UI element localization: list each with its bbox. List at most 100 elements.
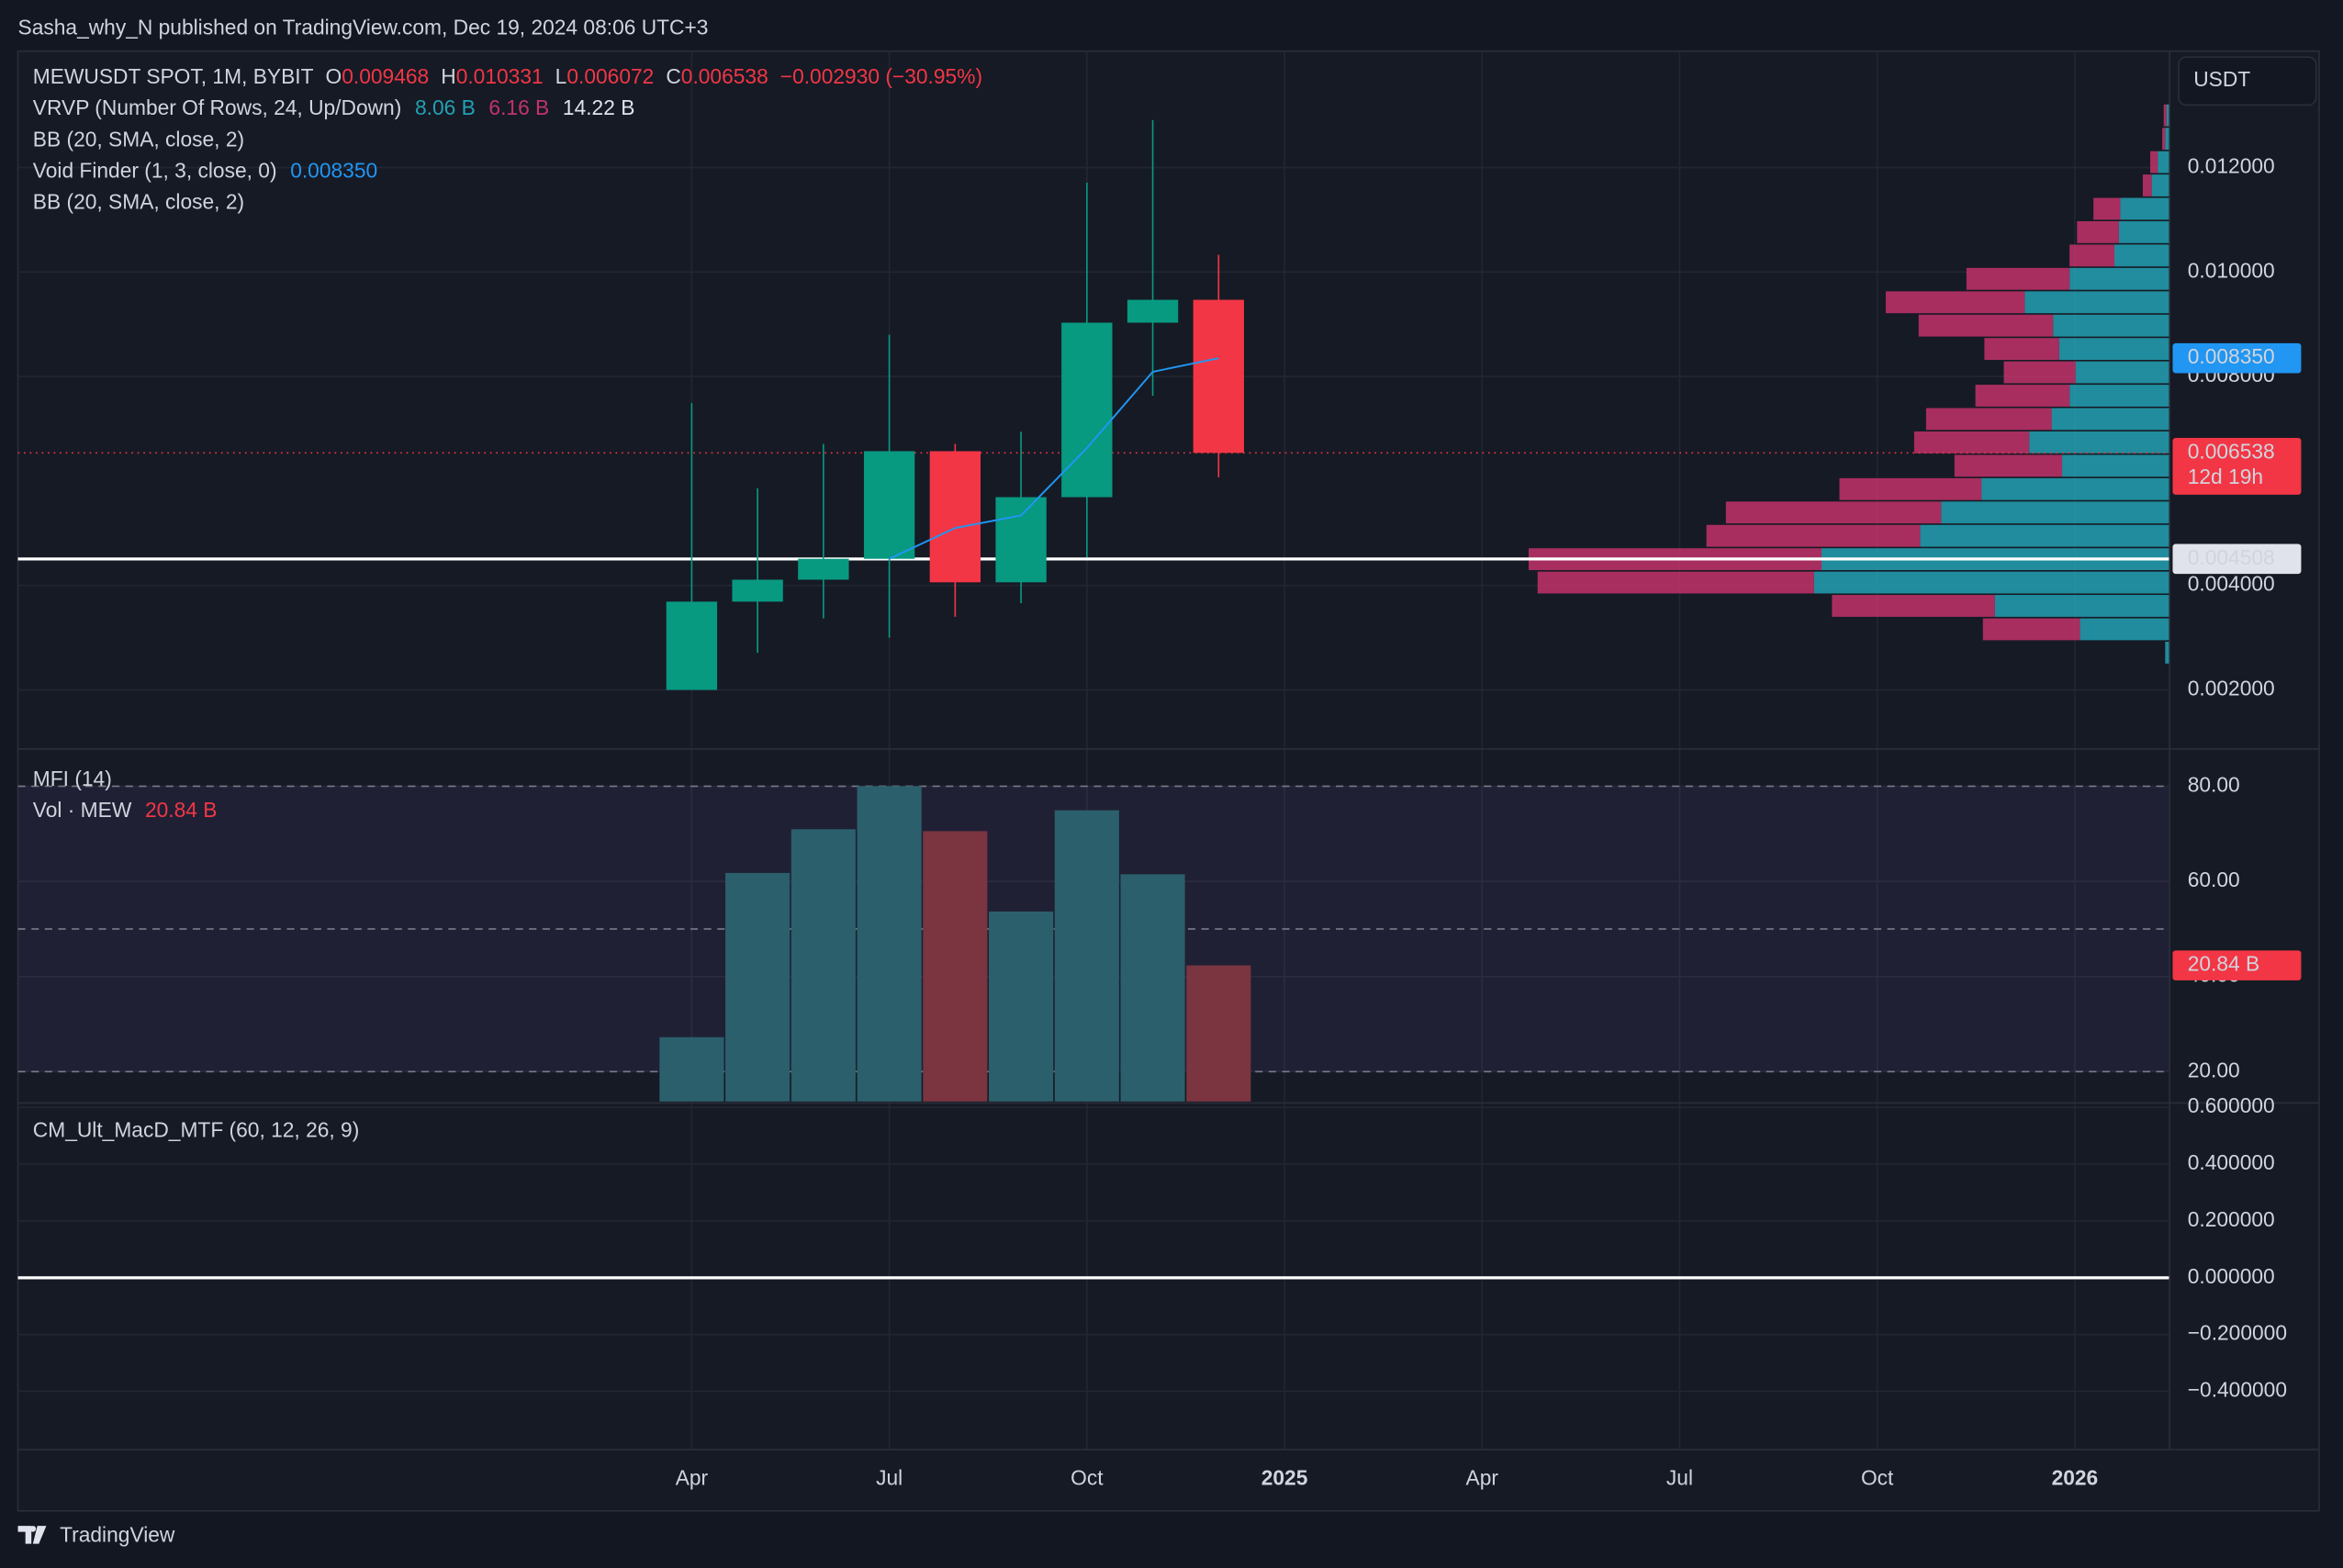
volume-bar <box>989 911 1054 1102</box>
symbol: MEWUSDT SPOT, 1M, BYBIT <box>33 64 314 88</box>
candle-body <box>1061 322 1113 498</box>
logo-icon <box>17 1526 47 1544</box>
ohlc-letter: C <box>666 64 680 88</box>
marks-layer <box>17 104 2170 1280</box>
y-tick-label: −0.200000 <box>2188 1321 2287 1345</box>
y-tick-label: 0.010000 <box>2188 258 2275 282</box>
mfi-legend: MFI (14) <box>33 767 112 790</box>
footer-text: TradingView <box>60 1522 175 1546</box>
profile-up <box>2024 291 2170 314</box>
y-tick-label: 60.00 <box>2188 868 2240 891</box>
current-price-label: 0.006538 <box>2188 439 2275 463</box>
profile-up <box>2158 151 2170 174</box>
volume-name: Vol · MEW <box>33 798 132 822</box>
indicator-legend: Void Finder (1, 3, close, 0) 0.008350 <box>33 159 377 183</box>
profile-down <box>1839 477 1982 500</box>
x-tick-label: Apr <box>1466 1466 1499 1490</box>
profile-up <box>2165 641 2170 664</box>
vrvp-up: 8.06 B <box>415 95 476 119</box>
candle-body <box>732 579 783 602</box>
profile-down <box>1975 385 2070 407</box>
y-tick-label: 20.00 <box>2188 1058 2240 1081</box>
volume-value: 20.84 B <box>145 798 217 822</box>
void-price-label-box <box>2172 342 2302 374</box>
ohlc-letter: L <box>555 64 567 88</box>
profile-up <box>1981 477 2170 500</box>
ohlc-letter: H <box>441 64 455 88</box>
profile-down <box>1954 454 2063 477</box>
profile-down <box>1706 524 1921 547</box>
profile-down <box>1885 291 2025 314</box>
ohlc-value: 0.006538 <box>681 64 768 88</box>
indicator-legend: VRVP (Number Of Rows, 24, Up/Down) 8.06 B… <box>33 95 635 119</box>
indicator-legend: BB (20, SMA, close, 2) <box>33 190 244 214</box>
profile-up <box>2166 104 2170 127</box>
volume-bar <box>1186 965 1251 1102</box>
profile-down <box>2163 104 2167 127</box>
change: −0.002930 (−30.95%) <box>780 64 982 88</box>
profile-up <box>2069 267 2170 290</box>
currency-label[interactable]: USDT <box>2193 67 2250 91</box>
profile-up <box>2062 454 2170 477</box>
header: Sasha_why_N published on TradingView.com… <box>18 15 709 39</box>
y-tick-label: 0.004000 <box>2188 572 2275 596</box>
vrvp-down: 6.16 B <box>488 95 549 119</box>
profile-up <box>2069 385 2170 407</box>
profile-down <box>1982 618 2080 641</box>
profile-down <box>2142 174 2152 196</box>
ohlc-value: 0.009468 <box>342 64 429 88</box>
y-tick-label: 80.00 <box>2188 772 2240 796</box>
y-tick-label: 0.000000 <box>2188 1264 2275 1288</box>
volume-legend: Vol · MEW 20.84 B <box>33 798 218 822</box>
profile-down <box>2093 197 2121 220</box>
ohlc-value: 0.006072 <box>566 64 654 88</box>
volume-bar <box>790 829 856 1102</box>
currency-button[interactable] <box>2178 56 2317 106</box>
y-tick-label: −0.400000 <box>2188 1378 2287 1402</box>
x-tick-label: Oct <box>1071 1466 1104 1490</box>
profile-up <box>2120 197 2170 220</box>
y-tick-label: 0.200000 <box>2188 1207 2275 1231</box>
candle-body <box>929 451 981 583</box>
y-tick-label: 0.400000 <box>2188 1150 2275 1174</box>
profile-up <box>2165 128 2170 151</box>
profile-down <box>2069 244 2114 267</box>
footer-logo: TradingView <box>17 1522 175 1546</box>
volume-bar <box>923 831 988 1102</box>
volume-bar <box>659 1036 724 1102</box>
candle-body <box>995 497 1047 583</box>
profile-down <box>2162 128 2166 151</box>
profile-down <box>1966 267 2070 290</box>
profile-down <box>1832 595 1995 617</box>
volume-label: 20.84 B <box>2188 952 2259 976</box>
y-tick-label: 0.600000 <box>2188 1093 2275 1117</box>
x-tick-label: Jul <box>1666 1466 1693 1490</box>
profile-down <box>1913 431 2030 454</box>
ohlc-value: 0.010331 <box>456 64 544 88</box>
profile-up <box>2075 361 2170 384</box>
profile-down <box>1925 408 2052 431</box>
profile-up <box>2058 338 2170 361</box>
profile-down <box>1537 571 1814 594</box>
profile-down <box>2077 220 2119 243</box>
profile-up <box>1941 501 2170 524</box>
profile-down <box>1984 338 2059 361</box>
profile-up <box>2151 174 2170 196</box>
indicator-name: Void Finder (1, 3, close, 0) <box>33 159 277 183</box>
level-price-label: 0.004508 <box>2188 545 2275 569</box>
volume-bar <box>1120 874 1185 1102</box>
candle-body <box>798 558 849 580</box>
volume-bar <box>1054 810 1119 1102</box>
profile-up <box>2118 220 2170 243</box>
profile-up <box>2051 408 2170 431</box>
ohlc-letter: O <box>326 64 342 88</box>
x-tick-label: 2025 <box>1261 1466 1308 1490</box>
x-tick-label: Apr <box>676 1466 709 1490</box>
candle-body <box>1127 299 1179 323</box>
profile-up <box>1994 595 2170 617</box>
candle-body <box>863 451 915 559</box>
profile-down <box>1918 314 2054 337</box>
profile-down <box>2150 151 2158 174</box>
